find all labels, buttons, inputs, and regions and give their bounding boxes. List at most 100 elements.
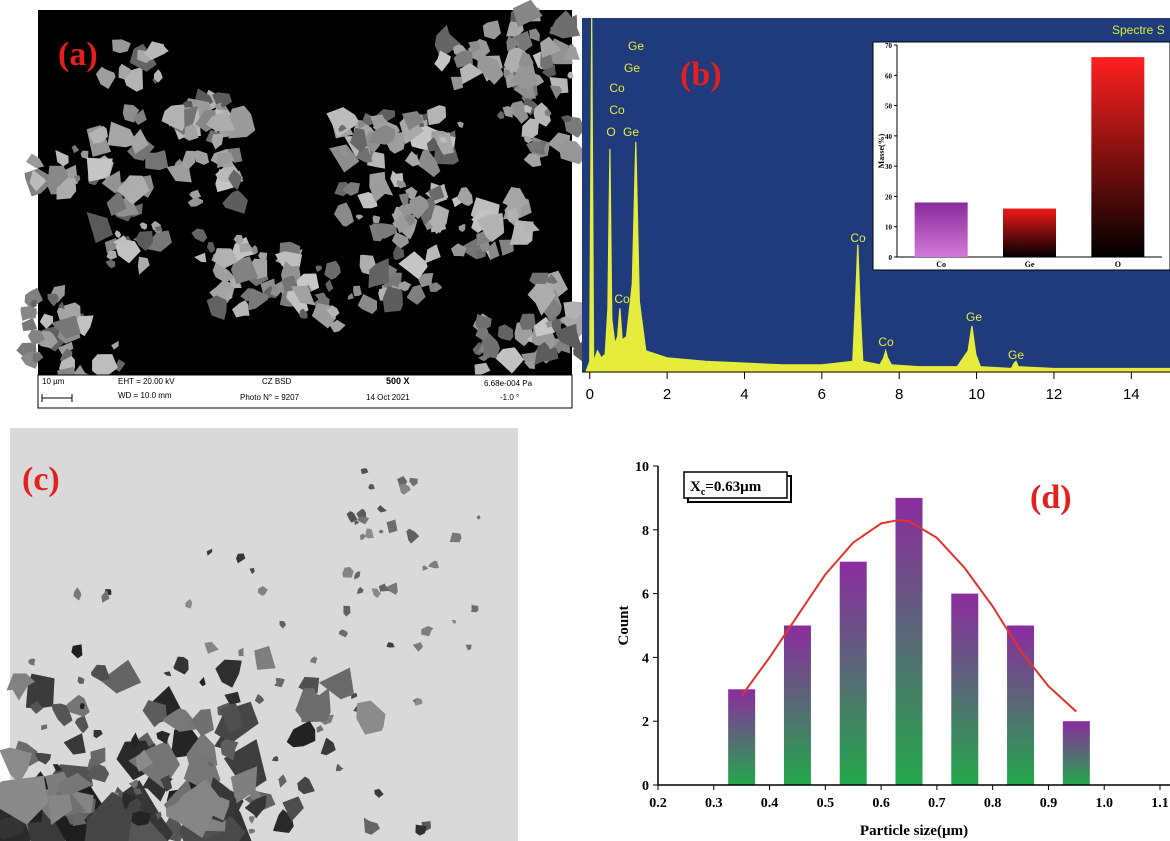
particle (434, 50, 451, 72)
particle (450, 243, 467, 257)
particle (560, 115, 572, 123)
y-axis-label: Masse(%) (877, 133, 886, 168)
particle (270, 288, 281, 297)
x-tick-label: O (1115, 260, 1121, 269)
flake (354, 519, 360, 526)
particle (477, 213, 504, 242)
flake (220, 739, 239, 761)
flake (156, 730, 171, 745)
bar (1003, 208, 1056, 257)
particle (24, 287, 43, 309)
particle (212, 248, 239, 269)
particle (247, 288, 269, 311)
x-tick-label: 0.3 (705, 796, 723, 811)
panel-label: (c) (22, 461, 60, 498)
particle (110, 128, 120, 143)
particle (26, 153, 45, 169)
flake (378, 583, 390, 592)
particle (533, 316, 555, 337)
particle (488, 241, 500, 260)
flake (386, 519, 398, 534)
flake (346, 511, 358, 523)
flake (342, 566, 354, 578)
particle (497, 324, 514, 341)
particle (458, 224, 466, 232)
particle (424, 244, 441, 264)
flake (79, 703, 85, 710)
flake (254, 693, 265, 705)
particle (496, 110, 505, 120)
particle (523, 135, 533, 144)
particle (555, 323, 582, 349)
particle (118, 63, 132, 80)
particle (225, 290, 233, 300)
particle (564, 116, 585, 138)
particle (426, 137, 442, 152)
particle (523, 221, 540, 233)
particle (526, 140, 542, 153)
flake (142, 700, 167, 728)
x-tick-label: 6 (818, 386, 826, 403)
flake (338, 629, 348, 638)
particle (398, 251, 428, 280)
particle (145, 150, 169, 171)
y-tick-label: 0 (889, 254, 893, 262)
particle (499, 239, 514, 256)
peak-label: Co (878, 335, 894, 349)
particle (427, 185, 445, 202)
peak-label: Ge (623, 125, 639, 139)
panel-label: (a) (58, 36, 98, 73)
flake (286, 720, 316, 748)
particle (20, 306, 37, 321)
particle (357, 119, 366, 130)
particle (187, 197, 204, 207)
peak-label: Ge (624, 61, 640, 75)
flake (282, 796, 304, 822)
particle (468, 40, 481, 54)
spectrum-title: Spectre S (1112, 23, 1165, 37)
particle (181, 150, 196, 170)
info-text: 14 Oct 2021 (366, 393, 410, 402)
flake (386, 582, 398, 595)
flake (374, 788, 384, 798)
peak-label: Co (850, 231, 866, 245)
particle (106, 250, 117, 260)
annotation-part: c (701, 487, 706, 498)
particle (248, 258, 268, 280)
particle (154, 226, 163, 232)
flake (185, 599, 193, 609)
peak-label: Co (614, 292, 630, 306)
spectrum (585, 17, 1170, 373)
y-tick-label: 10 (885, 224, 893, 232)
flake (0, 775, 49, 825)
particle (183, 100, 193, 108)
flake (320, 737, 336, 756)
particle (74, 175, 81, 183)
particle (524, 360, 535, 369)
particle (457, 121, 464, 128)
particle (95, 66, 116, 89)
particle (324, 260, 341, 280)
flake (412, 642, 423, 652)
flake (128, 779, 139, 789)
particle (367, 124, 396, 145)
particle (88, 125, 108, 144)
particle (105, 259, 116, 269)
particle (547, 274, 558, 284)
particle (27, 329, 46, 346)
particle (338, 124, 347, 132)
particle (370, 182, 386, 195)
flake (122, 793, 138, 810)
particle (249, 245, 258, 255)
info-text: CZ BSD (262, 377, 292, 386)
particle (211, 133, 224, 150)
particle (393, 245, 405, 261)
flake (51, 703, 73, 727)
annotation: Xc=0.63µm (690, 479, 762, 498)
particle (512, 0, 543, 28)
flake (378, 529, 384, 534)
flake (398, 484, 411, 495)
particle (503, 69, 511, 78)
particle (111, 340, 119, 350)
